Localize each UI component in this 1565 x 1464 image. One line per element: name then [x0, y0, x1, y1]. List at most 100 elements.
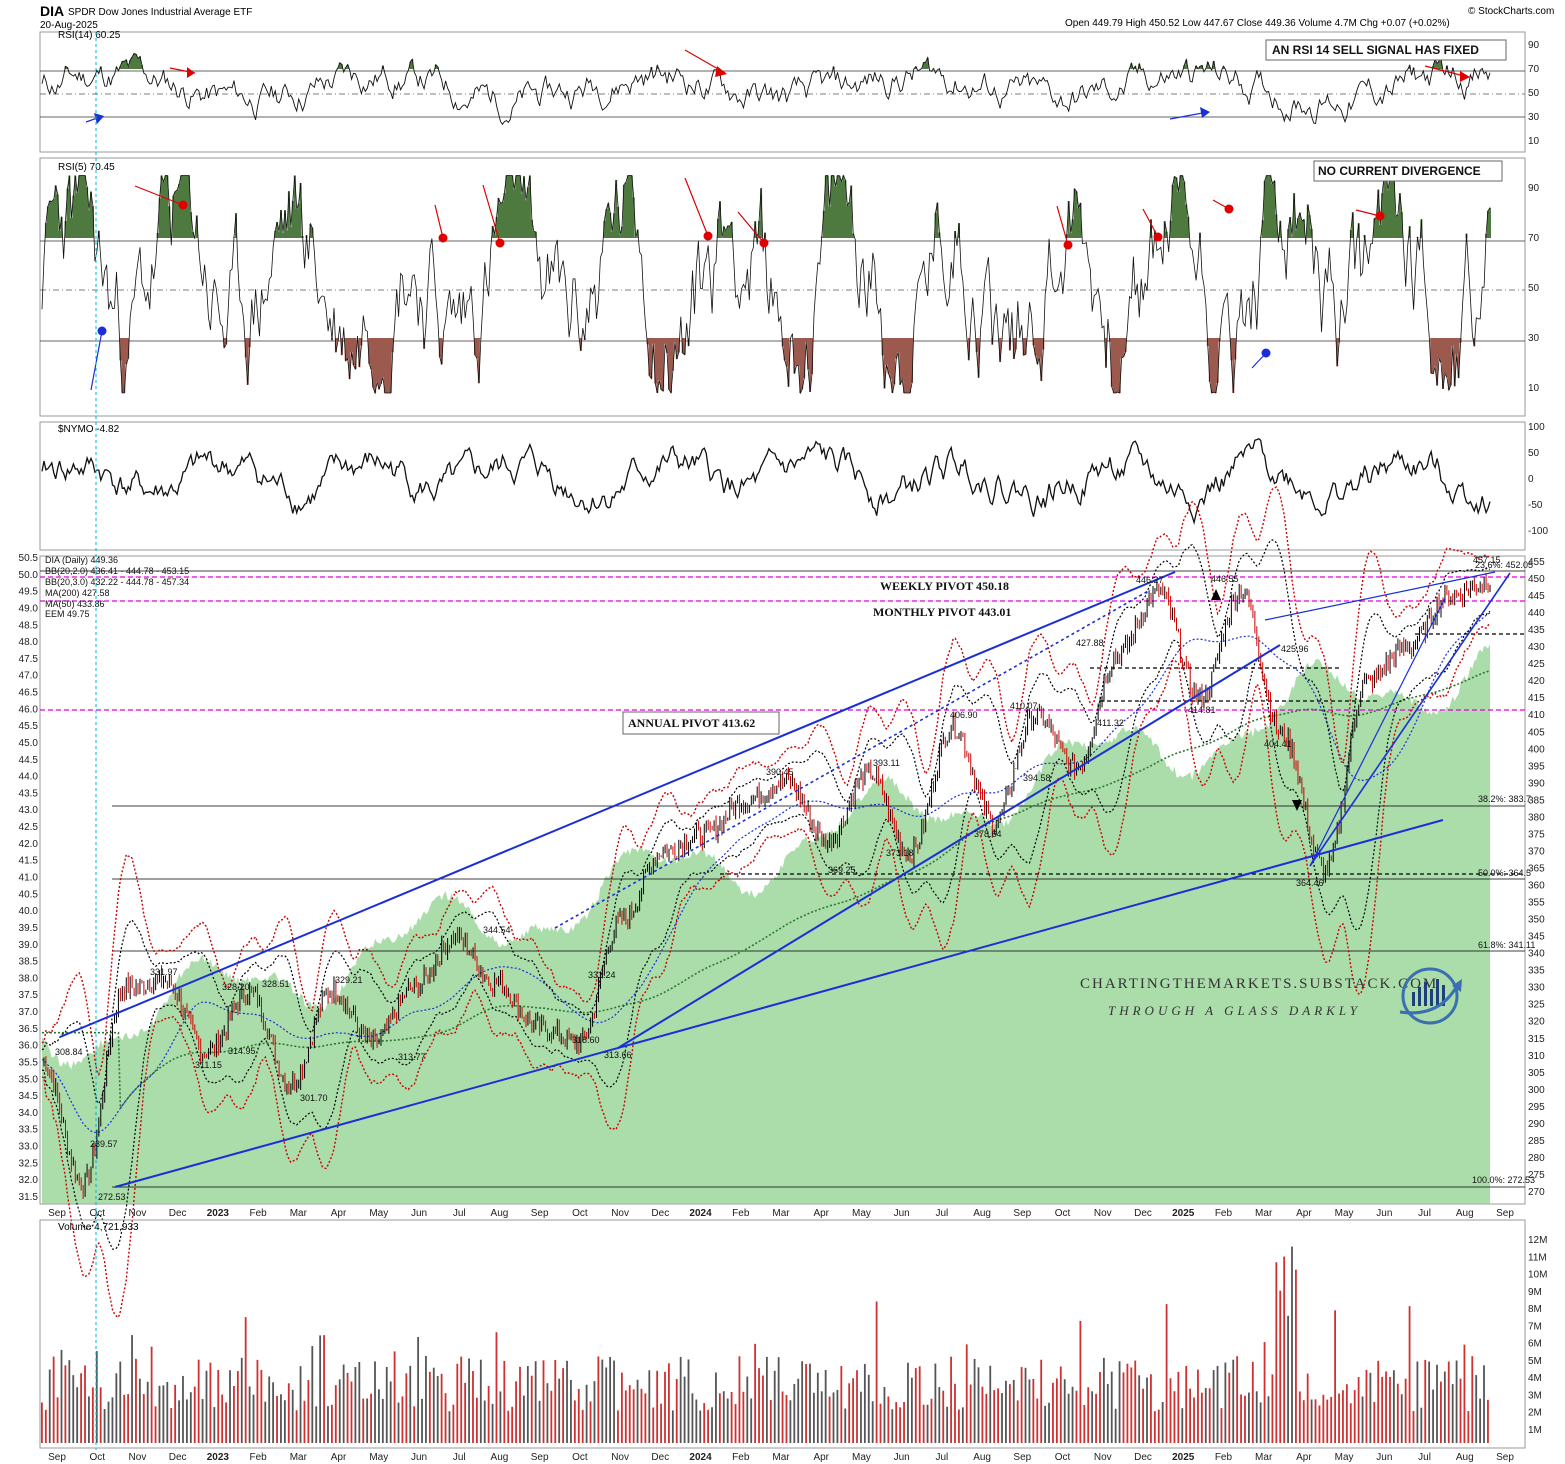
rsi5-divergence-line — [134, 185, 184, 206]
date-tick-label: Nov — [1094, 1452, 1112, 1463]
volume-bar — [1079, 1320, 1082, 1443]
volume-bar — [487, 1385, 490, 1443]
volume-bar — [444, 1393, 447, 1443]
volume-bar — [573, 1400, 576, 1443]
volume-bar — [589, 1401, 592, 1443]
date-axis-top: Sep Oct Nov Dec 2023 Feb Mar Apr May Jun Jul Aug Sep… — [48, 1208, 1514, 1219]
nymo-line — [41, 438, 1491, 526]
axis-tick-label: 360 — [1528, 881, 1545, 892]
volume-bar — [781, 1391, 784, 1443]
volume-bar — [1071, 1386, 1074, 1443]
volume-bar — [1455, 1360, 1458, 1443]
price-candles — [43, 572, 1491, 1199]
bb3-lower — [41, 623, 1491, 1319]
date-tick-label: Jul — [453, 1452, 466, 1463]
date-tick-label: Aug — [1456, 1452, 1474, 1463]
volume-bar — [1396, 1383, 1399, 1443]
rising-support-trendline — [617, 644, 1281, 1049]
date-tick-label: Oct — [572, 1208, 588, 1219]
volume-bar — [809, 1363, 811, 1443]
volume-bar — [1020, 1367, 1023, 1443]
price-legend: DIA (Daily) 449.36 BB(20,2.0) 436.41 - 4… — [45, 555, 189, 619]
rsi5-divergence-line — [482, 184, 501, 244]
volume-bar — [922, 1404, 925, 1443]
dashed-trendline — [554, 589, 1151, 929]
axis-tick-label: 385 — [1528, 795, 1545, 806]
date-tick-label: Nov — [611, 1452, 629, 1463]
volume-bar — [1298, 1391, 1301, 1443]
volume-bar — [1048, 1402, 1050, 1443]
axis-tick-label: 365 — [1528, 863, 1545, 874]
volume-bar — [824, 1369, 827, 1443]
volume-bar — [166, 1381, 169, 1443]
volume-bar — [969, 1384, 972, 1443]
axis-tick-label: 310 — [1528, 1051, 1545, 1062]
volume-bar — [895, 1402, 898, 1443]
volume-bar — [1369, 1372, 1372, 1443]
price-point-label: 369.25 — [828, 865, 856, 875]
rsi5-arrow-head — [759, 238, 769, 248]
price-axis-left: 50.5 50.0 49.5 49.0 48.5 48.0 47.5 47.0 46.5 46.0… — [19, 553, 39, 1203]
fib-label: 50.0%: 364.5 — [1478, 868, 1531, 878]
volume-bar — [840, 1366, 843, 1443]
volume-bar — [828, 1396, 831, 1443]
volume-bar — [1463, 1344, 1466, 1443]
date-tick-label: Feb — [249, 1452, 267, 1463]
volume-bar — [201, 1399, 204, 1443]
volume-bar — [820, 1391, 823, 1443]
volume-bar — [1091, 1391, 1094, 1443]
volume-bar — [448, 1411, 451, 1443]
volume-bar — [1157, 1409, 1160, 1443]
volume-bar — [413, 1406, 416, 1443]
nymo-axis: 100 50 0 -50 -100 — [1528, 422, 1548, 537]
legend-bb3: BB(20,3.0) 432.22 - 444.78 - 457.34 — [45, 577, 189, 587]
date-tick-label: Mar — [772, 1208, 790, 1219]
volume-bar — [1130, 1367, 1133, 1443]
axis-tick-label: 9M — [1528, 1287, 1542, 1298]
volume-bar — [950, 1356, 952, 1443]
symbol: DIA — [40, 3, 64, 19]
volume-bar — [385, 1366, 388, 1443]
price-panel: DIA (Daily) 449.36 BB(20,2.0) 436.41 - 4… — [19, 486, 1545, 1319]
annual-pivot-label: ANNUAL PIVOT 413.62 — [628, 716, 755, 730]
date-tick-label: Jul — [935, 1208, 948, 1219]
volume-bar — [287, 1383, 290, 1443]
volume-bar — [1012, 1379, 1015, 1443]
rsi5-arrow-head — [1063, 240, 1073, 250]
volume-bar — [1099, 1371, 1101, 1443]
date-tick-label: Apr — [331, 1452, 347, 1463]
volume-bar — [123, 1394, 126, 1443]
axis-tick-label: 335 — [1528, 966, 1545, 977]
volume-bar — [374, 1361, 376, 1443]
volume-bar — [762, 1375, 764, 1443]
date-tick-label: May — [1335, 1208, 1354, 1219]
axis-tick-label: 48.0 — [19, 637, 39, 648]
axis-tick-label: 4M — [1528, 1373, 1542, 1384]
volume-bar — [213, 1407, 216, 1443]
volume-bar — [632, 1389, 635, 1443]
volume-bar — [668, 1363, 670, 1443]
volume-bar — [538, 1400, 541, 1443]
volume-bar — [550, 1390, 553, 1443]
volume-bar — [570, 1379, 572, 1443]
axis-tick-label: 330 — [1528, 983, 1545, 994]
axis-tick-label: 44.0 — [19, 772, 39, 783]
volume-bar — [691, 1393, 694, 1443]
axis-tick-label: -100 — [1528, 526, 1548, 537]
volume-bar — [456, 1363, 459, 1443]
volume-bar — [1052, 1382, 1054, 1443]
rsi5-arrow-head — [1375, 211, 1385, 221]
volume-bar — [1036, 1398, 1039, 1443]
price-point-label: 406.90 — [950, 710, 978, 720]
volume-bar — [405, 1373, 408, 1443]
axis-tick-label: 350 — [1528, 915, 1545, 926]
volume-bar — [1420, 1407, 1423, 1443]
volume-bar — [80, 1373, 82, 1443]
volume-bar — [707, 1409, 709, 1443]
volume-bar — [52, 1356, 55, 1443]
volume-bar — [1467, 1411, 1470, 1443]
volume-bar — [491, 1403, 494, 1443]
date-tick-label: 2025 — [1172, 1452, 1195, 1463]
rsi14-panel: RSI(14) 60.25 AN RSI 14 SELL SIGNAL HAS … — [39, 30, 1540, 153]
price-point-label: 373.18 — [886, 848, 914, 858]
